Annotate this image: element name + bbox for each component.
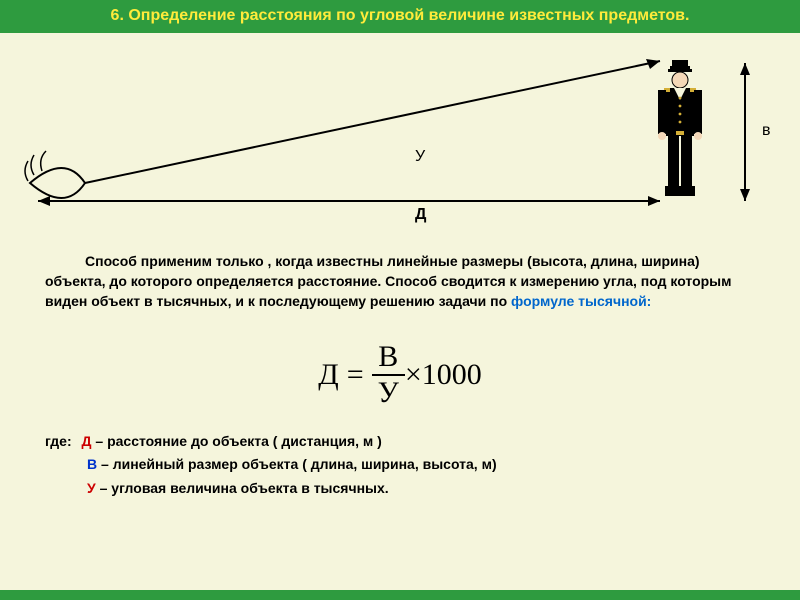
eye-shape: [30, 168, 85, 198]
body-paragraph: Способ применим только , когда известны …: [0, 251, 800, 312]
footer-bar: [0, 590, 800, 600]
height-arrow-top: [740, 63, 750, 75]
legend-row: В – линейный размер объекта ( длина, шир…: [45, 453, 755, 477]
formula-block: Д = В У ×1000: [0, 340, 800, 410]
formula-fraction: В У: [372, 340, 405, 410]
diagram-area: У Д в: [20, 43, 780, 243]
label-distance: Д: [415, 206, 427, 223]
formula-tail: ×1000: [405, 358, 482, 392]
eye-lash: [41, 151, 46, 171]
formula-D: Д: [318, 358, 338, 392]
baseline-arrow-left: [38, 196, 50, 206]
formula-B: В: [372, 340, 404, 374]
formula-eq: =: [347, 358, 364, 392]
formula-U: У: [372, 376, 405, 410]
paragraph-highlight: формуле тысячной:: [511, 293, 651, 309]
legend-row: где: Д – расстояние до объекта ( дистанц…: [45, 430, 755, 454]
legend-block: где: Д – расстояние до объекта ( дистанц…: [0, 430, 800, 501]
height-arrow-bottom: [740, 189, 750, 201]
header-bar: 6. Определение расстояния по угловой вел…: [0, 0, 800, 33]
legend-where: где:: [45, 430, 72, 454]
legend-sym-D: Д: [82, 433, 92, 449]
upper-line: [85, 61, 660, 183]
eye-lash: [25, 161, 28, 181]
legend-sym-U: У: [87, 480, 96, 496]
legend-desc-D: – расстояние до объекта ( дистанция, м ): [92, 433, 382, 449]
soldier-figure: [650, 58, 710, 203]
eye-lash: [31, 155, 34, 175]
header-title: 6. Определение расстояния по угловой вел…: [111, 7, 690, 24]
legend-sym-B: В: [87, 456, 97, 472]
label-angle: У: [415, 148, 426, 165]
legend-row: У – угловая величина объекта в тысячных.: [45, 477, 755, 501]
label-height: в: [762, 122, 771, 139]
legend-desc-B: – линейный размер объекта ( длина, ширин…: [97, 456, 496, 472]
legend-desc-U: – угловая величина объекта в тысячных.: [96, 480, 389, 496]
